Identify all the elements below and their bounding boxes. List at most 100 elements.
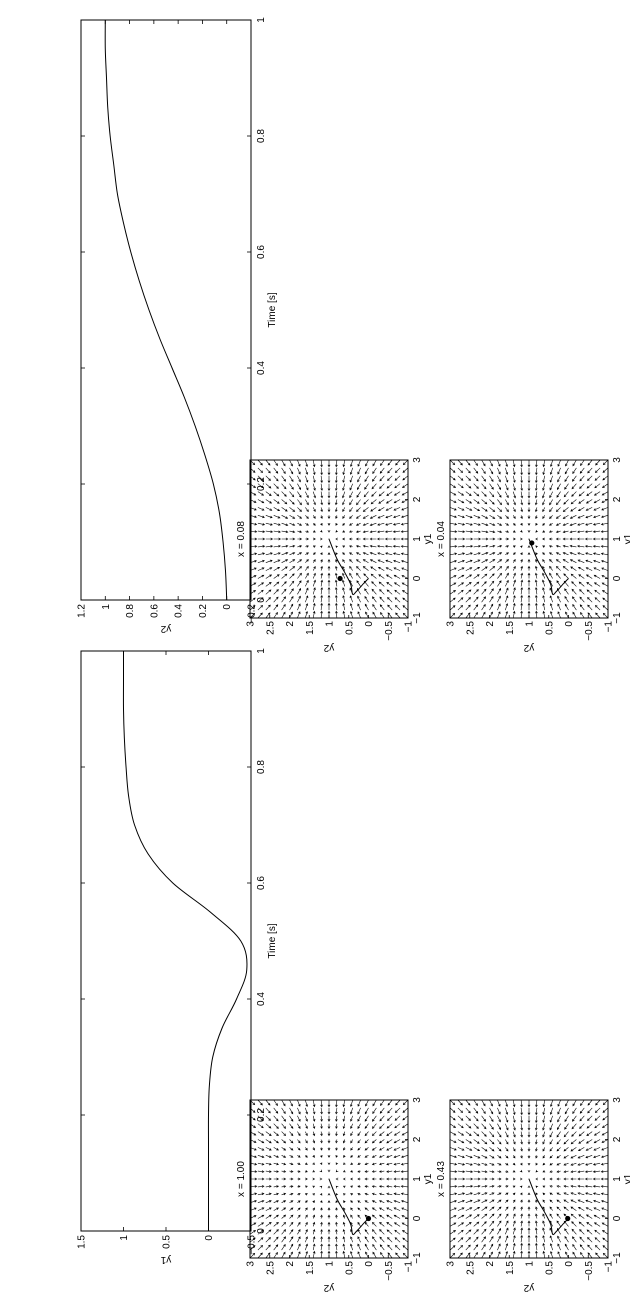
vector-arrow — [370, 573, 377, 579]
vector-arrow — [335, 1123, 338, 1130]
vector-arrow — [569, 544, 577, 548]
vector-arrow — [289, 1147, 294, 1151]
vector-arrow — [379, 1123, 385, 1129]
vector-arrow — [265, 1139, 272, 1144]
vector-arrow — [520, 1107, 523, 1116]
vector-arrow — [473, 530, 481, 534]
vector-arrow — [371, 1185, 377, 1188]
vector-arrow — [281, 603, 286, 611]
vector-arrow — [281, 1177, 287, 1181]
vector-arrow — [527, 523, 531, 526]
vector-arrow — [312, 1185, 316, 1189]
vector-arrow — [586, 491, 593, 496]
vector-arrow — [449, 1222, 457, 1227]
vector-arrow — [481, 1236, 486, 1243]
vector-arrow — [289, 544, 296, 548]
x-tick-label: 0.8 — [256, 760, 267, 774]
vector-arrow — [473, 596, 479, 603]
vector-arrow — [320, 610, 323, 619]
vector-arrow — [372, 1251, 377, 1259]
vector-arrow — [297, 1200, 301, 1203]
vector-arrow — [520, 1131, 523, 1138]
vector-arrow — [342, 610, 346, 619]
vector-arrow — [457, 1099, 463, 1106]
vector-arrow — [265, 491, 272, 496]
vector-arrow — [335, 1169, 339, 1173]
vector-arrow — [564, 1228, 569, 1235]
vector-arrow — [549, 1213, 553, 1219]
vector-arrow — [473, 1236, 479, 1243]
vector-arrow — [281, 491, 287, 497]
vector-arrow — [497, 552, 503, 556]
vector-arrow — [327, 1243, 331, 1251]
vector-arrow — [601, 1155, 609, 1158]
vector-arrow — [289, 580, 295, 587]
vector-arrow — [371, 1131, 377, 1137]
vector-arrow — [497, 530, 503, 533]
vector-arrow — [401, 1123, 409, 1128]
x-tick-label: 0 — [412, 1215, 423, 1221]
vector-arrow — [512, 507, 516, 513]
vector-arrow — [401, 1139, 409, 1143]
vector-arrow — [289, 588, 294, 595]
vector-arrow — [319, 529, 323, 533]
x-tick-label: 2 — [412, 496, 423, 502]
vector-arrow — [297, 1147, 301, 1151]
vector-arrow — [281, 1236, 286, 1243]
vector-arrow — [520, 610, 523, 619]
vector-arrow — [505, 1162, 509, 1166]
vector-arrow — [342, 1099, 346, 1108]
vector-arrow — [570, 499, 577, 505]
vector-arrow — [571, 491, 577, 497]
vector-arrow — [465, 1170, 474, 1173]
vector-arrow — [465, 1155, 473, 1159]
vector-arrow — [505, 587, 509, 595]
vector-arrow — [520, 1162, 523, 1166]
vector-arrow — [593, 499, 601, 504]
vector-arrow — [400, 1170, 409, 1173]
vector-arrow — [481, 573, 488, 579]
vector-arrow — [564, 603, 569, 611]
vector-arrow — [481, 1228, 487, 1235]
vector-arrow — [449, 467, 456, 473]
vector-arrow — [520, 1139, 523, 1145]
vector-arrow — [535, 515, 538, 520]
vector-arrow — [520, 537, 523, 541]
vector-arrow — [312, 515, 316, 519]
vector-arrow — [535, 1234, 538, 1243]
vector-arrow — [570, 1206, 577, 1211]
vector-arrow — [585, 1155, 593, 1159]
vector-arrow — [535, 602, 538, 611]
vector-arrow — [327, 579, 331, 587]
vector-arrow — [372, 611, 377, 619]
x-tick-label: 0 — [256, 597, 267, 603]
vector-arrow — [402, 1252, 409, 1259]
vector-arrow — [386, 1123, 393, 1129]
vector-arrow — [595, 612, 601, 619]
vector-arrow — [587, 1244, 593, 1251]
vector-arrow — [297, 1099, 301, 1107]
vector-arrow — [335, 545, 339, 549]
vector-arrow — [249, 575, 257, 579]
vector-arrow — [557, 1115, 561, 1123]
vector-arrow — [350, 1162, 353, 1165]
vector-arrow — [473, 1199, 481, 1203]
vector-arrow — [355, 537, 361, 541]
vector-arrow — [297, 595, 301, 603]
vector-arrow — [257, 1214, 265, 1219]
vector-arrow — [379, 1177, 385, 1181]
vector-arrow — [305, 1139, 308, 1144]
vector-arrow — [586, 1123, 593, 1129]
vector-arrow — [535, 565, 538, 571]
vector-arrow — [457, 589, 464, 595]
vector-arrow — [473, 515, 481, 519]
vector-arrow — [542, 572, 546, 579]
vector-arrow — [249, 1207, 257, 1211]
vector-arrow — [563, 1199, 569, 1203]
vector-arrow — [594, 475, 601, 481]
vector-arrow — [402, 459, 409, 466]
vector-arrow — [257, 499, 265, 504]
vector-arrow — [312, 1139, 316, 1144]
